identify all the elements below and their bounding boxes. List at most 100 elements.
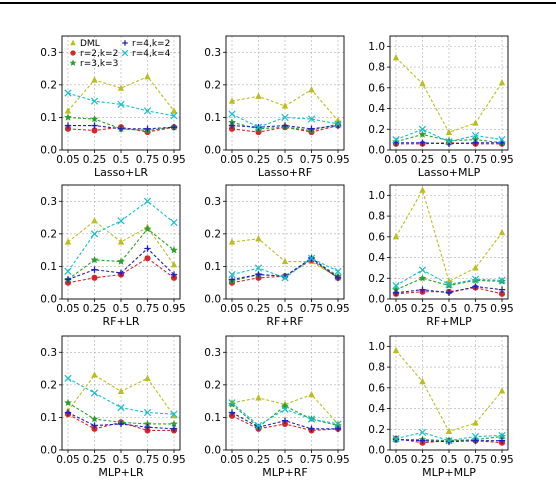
star-marker	[143, 419, 152, 428]
series-line-r=4,k=2	[396, 142, 502, 145]
series-line-r=2,k=2	[67, 257, 175, 284]
series-line-DML	[395, 188, 503, 283]
plus-marker	[308, 125, 315, 133]
x-tick-label: 0.5	[441, 454, 458, 466]
x-tick-label: 0.75	[136, 454, 159, 466]
x-marker	[445, 437, 453, 445]
x-marker	[254, 421, 263, 430]
y-tick-label: 0.1	[40, 261, 57, 273]
plus-marker	[445, 438, 453, 445]
triangle-marker	[144, 72, 151, 80]
series-line-r=4,k=2	[68, 125, 175, 130]
x-tick-label: 0.05	[56, 303, 79, 315]
x-marker	[254, 264, 263, 272]
plus-marker	[228, 276, 236, 283]
star-marker	[64, 398, 72, 407]
triangle-marker	[117, 387, 125, 394]
triangle-marker	[445, 427, 453, 434]
legend-label: r=4,k=2	[132, 39, 170, 49]
triangle-marker	[255, 92, 262, 99]
triangle-marker	[419, 186, 426, 193]
plus-marker	[498, 437, 506, 444]
y-tick-label: 0.6	[368, 382, 385, 394]
subplot-mlp-plus-lr: 0.0 0.1 0.2 0.3 0.05 0.25 0.5 0.75 0.95 MLP+LR	[40, 335, 186, 479]
y-tick-label: 1.0	[368, 190, 385, 202]
x-marker	[64, 267, 72, 275]
circle-marker	[281, 420, 289, 427]
x-tick-label: 0.5	[277, 154, 294, 166]
star-marker	[334, 421, 342, 429]
star-marker	[90, 255, 99, 264]
star-marker	[418, 130, 427, 138]
plus-marker	[170, 271, 178, 278]
x-tick-label: 0.5	[441, 303, 458, 315]
x-marker	[334, 420, 342, 428]
y-tick-label: 0.0	[204, 145, 221, 157]
plus-marker	[472, 283, 479, 290]
x-tick-label: 0.05	[56, 454, 79, 466]
x-tick-label: 0.25	[411, 154, 434, 166]
triangle-marker	[472, 419, 479, 426]
x-marker	[498, 276, 506, 284]
x-tick-label: 0.05	[220, 154, 243, 166]
y-tick-label: 0.4	[368, 103, 385, 115]
y-tick-label: 0.6	[368, 82, 385, 94]
series-line-r=4,k=2	[231, 125, 339, 130]
plus-marker	[334, 274, 342, 282]
series-line-r=2,k=2	[231, 125, 339, 133]
x-tick-label: 0.05	[384, 303, 407, 315]
x-marker	[170, 112, 178, 120]
y-tick-label: 0.3	[204, 347, 221, 359]
subplot-rf-plus-rf: 0.0 0.1 0.2 0.3 0.05 0.25 0.5 0.75 0.95 RF+RF	[204, 184, 350, 328]
x-marker	[281, 274, 289, 282]
x-marker	[64, 374, 72, 382]
x-marker	[471, 432, 480, 441]
plus-marker	[117, 269, 125, 277]
subplot-title: Lasso+LR	[94, 166, 148, 179]
x-tick-label: 0.25	[247, 303, 270, 315]
triangle-marker	[498, 78, 506, 86]
x-marker	[121, 49, 129, 57]
x-tick-label: 0.25	[83, 303, 106, 315]
x-tick-label: 0.5	[113, 303, 130, 315]
y-tick-label: 0.4	[368, 403, 385, 415]
triangle-marker	[228, 238, 236, 245]
series-line-r=2,k=2	[396, 142, 502, 145]
x-tick-label: 0.95	[162, 454, 185, 466]
subplot-title: MLP+LR	[98, 466, 144, 479]
triangle-marker	[498, 387, 506, 394]
circle-marker	[144, 427, 151, 434]
series-line-r=4,k=2	[231, 257, 339, 281]
y-tick-label: 0.0	[40, 445, 57, 457]
x-marker	[307, 415, 316, 423]
y-tick-label: 0.3	[204, 196, 221, 208]
star-marker	[228, 118, 236, 126]
x-tick-label: 0.75	[300, 303, 323, 315]
x-marker	[392, 136, 400, 144]
x-tick-label: 0.5	[441, 154, 458, 166]
plus-marker	[392, 289, 400, 296]
triangle-marker	[308, 390, 315, 398]
circle-marker	[228, 412, 236, 419]
series-line-DML	[395, 350, 503, 433]
triangle-marker	[392, 233, 400, 240]
plus-marker	[122, 40, 128, 46]
star-marker	[117, 257, 125, 265]
x-marker	[143, 408, 152, 417]
y-tick-label: 0.3	[40, 196, 57, 208]
x-marker	[392, 281, 400, 290]
y-tick-label: 0.2	[40, 228, 57, 240]
triangle-marker	[308, 85, 315, 93]
x-tick-label: 0.95	[490, 154, 513, 166]
x-marker	[418, 125, 427, 133]
x-tick-label: 0.05	[220, 303, 243, 315]
y-tick-label: 0.0	[40, 145, 57, 157]
series-line-r=3,k=3	[231, 403, 339, 428]
series-line-r=2,k=2	[231, 259, 339, 284]
y-tick-label: 0.8	[368, 211, 385, 223]
legend-label: r=3,k=3	[80, 59, 118, 69]
y-tick-label: 0.3	[40, 347, 57, 359]
x-marker	[445, 138, 453, 146]
